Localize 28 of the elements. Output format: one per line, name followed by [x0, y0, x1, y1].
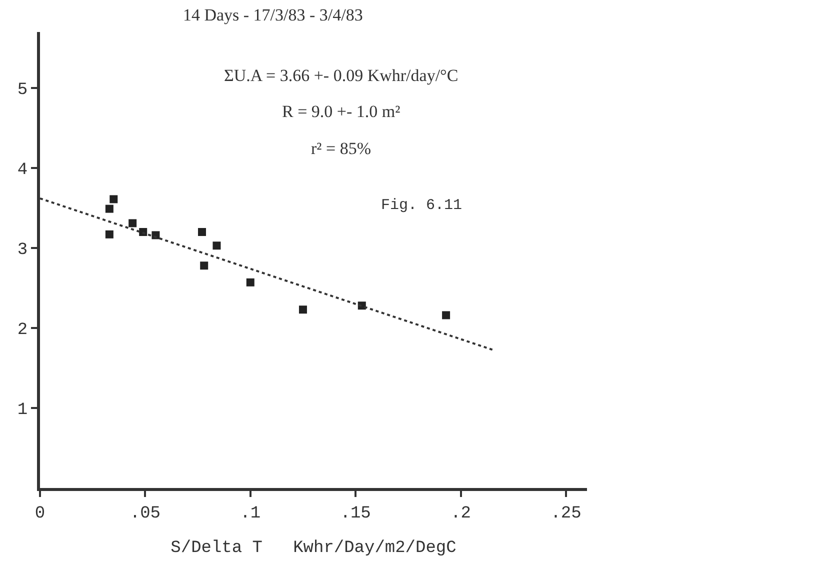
x-tick-label: .05 [130, 504, 160, 524]
point [152, 231, 160, 240]
y-tick-label: 1 [17, 400, 28, 420]
point [128, 219, 137, 228]
x-tick-label: 0 [34, 504, 46, 524]
annotation: Fig. 6.11 [381, 197, 462, 214]
x-tick-label: .1 [240, 504, 261, 524]
x-tick-label: .15 [340, 504, 371, 524]
y-tick-label: 4 [17, 160, 28, 180]
point [298, 306, 307, 314]
point [246, 278, 254, 286]
y-tick-label: 5 [17, 80, 28, 100]
point [212, 242, 221, 250]
y-tick-label: 2 [17, 320, 28, 340]
annotation: R = 9.0 +- 1.0 m² [282, 102, 400, 121]
chart-title: 14 Days - 17/3/83 - 3/4/83 [182, 5, 363, 24]
point [105, 230, 114, 238]
x-axis-title: S/Delta T Kwhr/Day/m2/DegC [170, 538, 456, 558]
x-tick-label: .2 [450, 504, 471, 524]
point [105, 204, 114, 213]
y-tick-label: 3 [17, 240, 28, 260]
x-tick-label: .25 [550, 504, 582, 524]
annotation: r² = 85% [311, 139, 372, 158]
point [110, 195, 118, 204]
annotation: ΣU.A = 3.66 +- 0.09 Kwhr/day/°C [224, 66, 458, 85]
point [200, 262, 208, 270]
point [442, 311, 450, 320]
point [198, 228, 206, 236]
